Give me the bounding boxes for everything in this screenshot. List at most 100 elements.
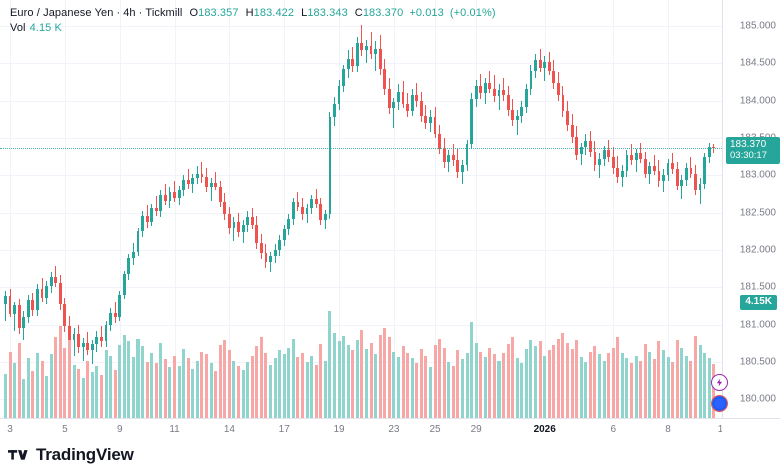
volume-bar: [35, 352, 39, 418]
candle-body: [684, 167, 688, 180]
candle-wick: [493, 75, 495, 103]
candle-body: [511, 109, 515, 121]
gridline-horizontal: [0, 287, 722, 289]
candle-wick: [544, 55, 546, 82]
candle-body: [49, 276, 53, 286]
volume-bar: [351, 350, 355, 418]
volume-bar: [570, 349, 574, 418]
candle-body: [360, 42, 364, 50]
time-axis-label: 11: [169, 424, 180, 435]
candle-body: [602, 150, 606, 159]
volume-bar: [552, 345, 556, 418]
volume-bar: [648, 351, 652, 418]
volume-bar: [337, 341, 341, 418]
candle-body: [13, 305, 17, 315]
volume-bar: [593, 346, 597, 418]
candle-body: [387, 88, 391, 109]
bar-replay-icon[interactable]: [710, 394, 728, 412]
candle-body: [474, 85, 478, 100]
candle-body: [145, 215, 149, 222]
candle-body: [273, 250, 277, 257]
volume-bar: [182, 349, 186, 418]
volume-bar: [488, 347, 492, 418]
time-axis-label: 17: [278, 424, 290, 435]
volume-bar: [191, 368, 195, 418]
gridline-vertical: [174, 0, 176, 418]
candle-wick: [114, 302, 116, 324]
candle-wick: [164, 184, 166, 206]
volume-bar: [159, 342, 163, 418]
volume-bar: [620, 352, 624, 418]
exchange-label[interactable]: Tickmill: [145, 7, 183, 19]
candle-body: [255, 224, 259, 243]
gridline-vertical: [668, 0, 670, 418]
create-alert-icon[interactable]: [710, 373, 728, 391]
candle-body: [227, 214, 231, 228]
volume-bar: [255, 346, 259, 418]
time-axis-label: 19: [333, 424, 345, 435]
chart-pane[interactable]: [0, 0, 728, 418]
candle-body: [200, 173, 204, 177]
volume-bar: [186, 358, 190, 418]
tradingview-logo: TradingView: [8, 440, 134, 470]
candle-body: [566, 111, 569, 125]
time-axis-label: 6: [610, 424, 617, 435]
time-axis[interactable]: 3591114171923252920266811: [0, 418, 728, 441]
candle-wick: [375, 41, 377, 71]
candle-body: [483, 82, 487, 94]
candle-body: [497, 90, 501, 97]
candle-body: [506, 94, 510, 110]
candle-body: [17, 305, 21, 329]
candle-body: [447, 154, 451, 162]
volume-bar: [22, 378, 26, 418]
candle-body: [328, 117, 332, 215]
candle-body: [429, 117, 432, 124]
candle-body: [173, 191, 176, 198]
volume-bar: [99, 375, 103, 418]
candle-body: [351, 58, 355, 67]
candle-body: [209, 182, 213, 188]
volume-bar: [401, 346, 405, 418]
candle-body: [383, 69, 387, 89]
volume-bar: [90, 372, 94, 418]
candle-body: [374, 48, 378, 55]
candle-wick: [635, 148, 637, 173]
volume-bar: [364, 349, 368, 418]
gridline-vertical: [393, 0, 395, 418]
bar-replay-inner: [712, 396, 726, 410]
gridline-vertical: [10, 0, 12, 418]
candle-body: [232, 221, 236, 228]
volume-bar: [232, 360, 236, 418]
interval-label[interactable]: 4h: [123, 7, 136, 19]
volume-bar: [246, 362, 250, 418]
volume-bar: [662, 350, 666, 418]
candle-body: [118, 294, 122, 318]
price-axis[interactable]: 183.370 03:30:17 4.15K 185.000 184.500 184…: [722, 0, 780, 440]
volume-bar: [319, 343, 323, 418]
volume-bar: [598, 354, 602, 418]
time-axis-label: 25: [429, 424, 441, 435]
candle-body: [250, 217, 254, 225]
ohlc-high: H183.422: [246, 6, 295, 20]
candle-body: [150, 208, 154, 222]
gridline-horizontal: [0, 63, 722, 65]
candle-body: [666, 163, 670, 176]
volume-bar: [556, 338, 560, 418]
symbol-name[interactable]: Euro / Japanese Yen: [10, 7, 114, 19]
candle-wick: [393, 97, 395, 128]
volume-bar: [81, 377, 85, 418]
candle-body: [707, 147, 711, 158]
candle-body: [479, 85, 483, 94]
candle-body: [652, 166, 656, 171]
volume-bar: [456, 350, 460, 418]
volume-bar: [474, 342, 478, 418]
candle-body: [205, 176, 208, 188]
volume-bar: [369, 342, 373, 418]
candle-body: [337, 85, 341, 104]
candle-body: [456, 160, 460, 173]
time-axis-label: 3: [7, 424, 13, 435]
candle-body: [634, 153, 638, 161]
candle-wick: [503, 78, 505, 101]
gridline-vertical: [229, 0, 231, 418]
candle-body: [264, 253, 268, 262]
